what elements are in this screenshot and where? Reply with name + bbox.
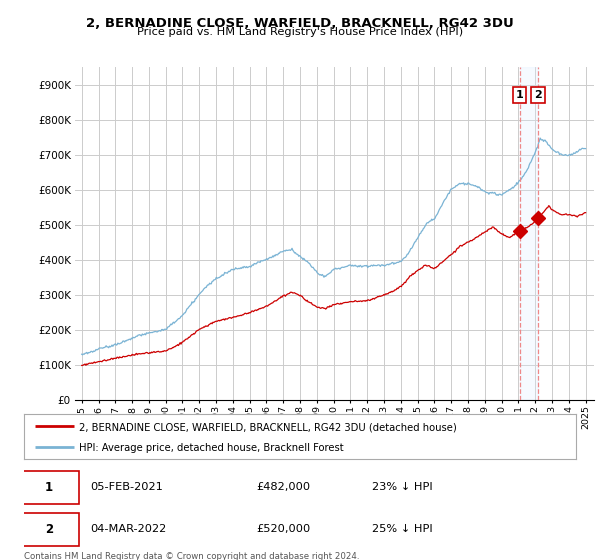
FancyBboxPatch shape [19,513,79,545]
Text: 2, BERNADINE CLOSE, WARFIELD, BRACKNELL, RG42 3DU: 2, BERNADINE CLOSE, WARFIELD, BRACKNELL,… [86,17,514,30]
Text: 04-MAR-2022: 04-MAR-2022 [90,524,166,534]
Text: 2, BERNADINE CLOSE, WARFIELD, BRACKNELL, RG42 3DU (detached house): 2, BERNADINE CLOSE, WARFIELD, BRACKNELL,… [79,422,457,432]
FancyBboxPatch shape [19,471,79,503]
Text: HPI: Average price, detached house, Bracknell Forest: HPI: Average price, detached house, Brac… [79,443,344,453]
Text: 1: 1 [45,480,53,494]
Text: 2: 2 [534,90,542,100]
Text: £520,000: £520,000 [256,524,310,534]
Text: 1: 1 [516,90,524,100]
Text: 05-FEB-2021: 05-FEB-2021 [90,482,163,492]
Text: Price paid vs. HM Land Registry's House Price Index (HPI): Price paid vs. HM Land Registry's House … [137,27,463,37]
Text: Contains HM Land Registry data © Crown copyright and database right 2024.
This d: Contains HM Land Registry data © Crown c… [24,552,359,560]
Text: 25% ↓ HPI: 25% ↓ HPI [372,524,433,534]
Text: 23% ↓ HPI: 23% ↓ HPI [372,482,433,492]
Text: 2: 2 [45,522,53,536]
Bar [520,67,538,400]
Text: £482,000: £482,000 [256,482,310,492]
